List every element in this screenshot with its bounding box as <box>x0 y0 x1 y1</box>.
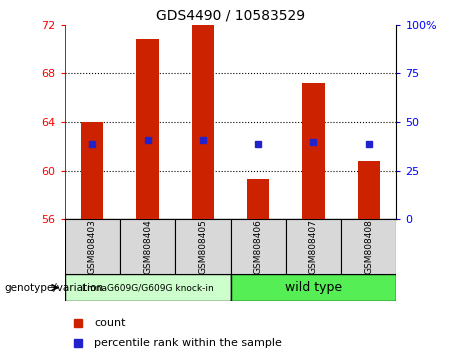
Text: GSM808403: GSM808403 <box>88 219 97 274</box>
Bar <box>341 219 396 274</box>
Text: genotype/variation: genotype/variation <box>5 282 104 293</box>
Bar <box>65 274 230 301</box>
Bar <box>65 219 120 274</box>
Bar <box>286 219 341 274</box>
Bar <box>358 161 380 219</box>
Bar <box>302 83 325 219</box>
Text: GSM808407: GSM808407 <box>309 219 318 274</box>
Bar <box>81 122 103 219</box>
Bar <box>120 219 175 274</box>
Text: GDS4490 / 10583529: GDS4490 / 10583529 <box>156 9 305 23</box>
Bar <box>230 274 396 301</box>
Bar <box>136 39 159 219</box>
Text: GSM808404: GSM808404 <box>143 219 152 274</box>
Text: wild type: wild type <box>285 281 342 294</box>
Text: LmnaG609G/G609G knock-in: LmnaG609G/G609G knock-in <box>82 283 213 292</box>
Text: percentile rank within the sample: percentile rank within the sample <box>95 338 282 348</box>
Bar <box>230 219 286 274</box>
Text: GSM808405: GSM808405 <box>198 219 207 274</box>
Bar <box>192 25 214 219</box>
Text: GSM808406: GSM808406 <box>254 219 263 274</box>
Bar <box>247 179 269 219</box>
Text: GSM808408: GSM808408 <box>364 219 373 274</box>
Text: count: count <box>95 318 126 328</box>
Bar <box>175 219 230 274</box>
